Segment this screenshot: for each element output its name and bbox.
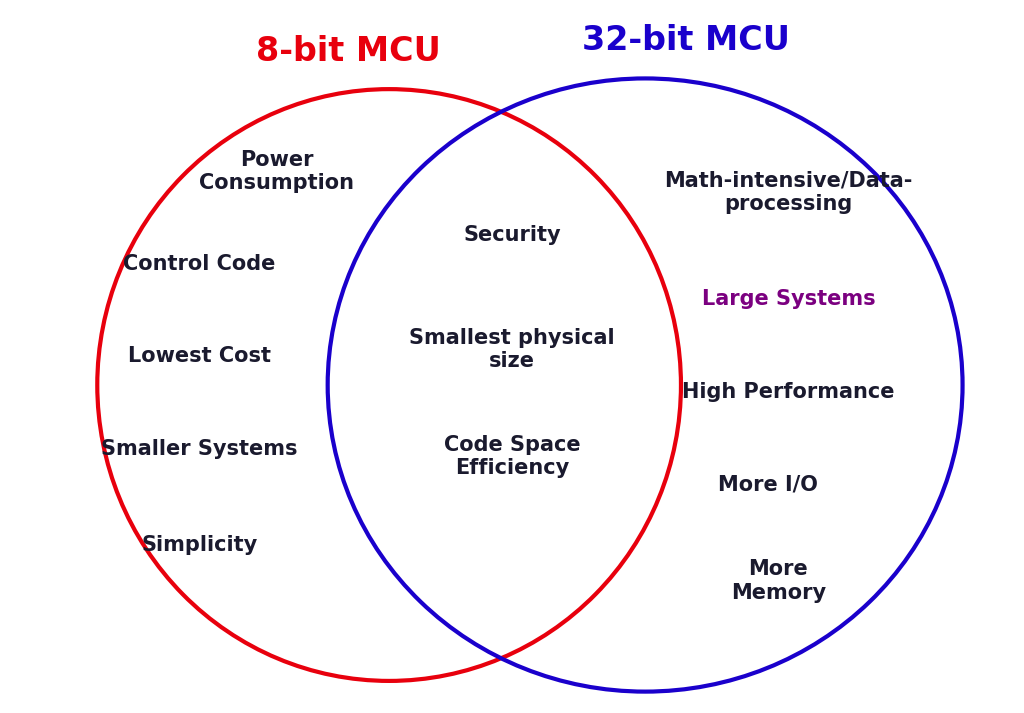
Text: High Performance: High Performance: [682, 382, 895, 402]
Text: Security: Security: [463, 225, 561, 245]
Text: Power
Consumption: Power Consumption: [199, 150, 354, 193]
Text: Lowest Cost: Lowest Cost: [128, 347, 271, 366]
Text: More I/O: More I/O: [718, 475, 818, 495]
Text: 32-bit MCU: 32-bit MCU: [582, 24, 791, 57]
Text: 8-bit MCU: 8-bit MCU: [256, 35, 440, 68]
Text: Smaller Systems: Smaller Systems: [101, 439, 298, 459]
Text: More
Memory: More Memory: [731, 560, 825, 602]
Text: Math-intensive/Data-
processing: Math-intensive/Data- processing: [665, 171, 912, 214]
Text: Smallest physical
size: Smallest physical size: [410, 328, 614, 371]
Text: Control Code: Control Code: [124, 254, 275, 274]
Text: Large Systems: Large Systems: [701, 289, 876, 309]
Text: Simplicity: Simplicity: [141, 535, 258, 555]
Text: Code Space
Efficiency: Code Space Efficiency: [443, 435, 581, 478]
